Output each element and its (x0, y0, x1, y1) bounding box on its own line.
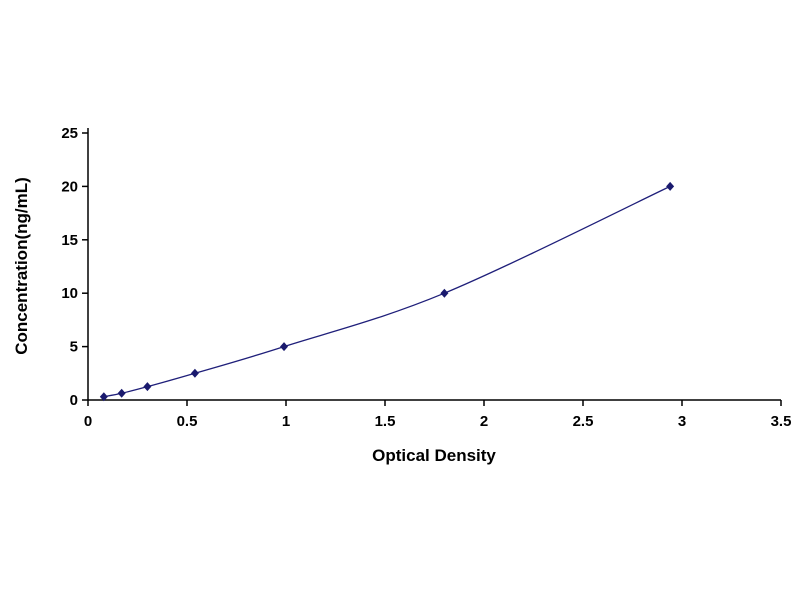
svg-text:3.5: 3.5 (771, 413, 792, 430)
svg-text:3: 3 (678, 413, 686, 430)
svg-text:1: 1 (282, 413, 290, 430)
svg-text:5: 5 (70, 339, 78, 356)
svg-text:2.5: 2.5 (573, 413, 594, 430)
svg-text:25: 25 (61, 125, 78, 142)
x-axis-label: Optical Density (372, 446, 496, 465)
svg-text:15: 15 (61, 232, 78, 249)
svg-text:10: 10 (61, 285, 78, 302)
y-axis-label: Concentration(ng/mL) (12, 177, 31, 355)
svg-text:0.5: 0.5 (177, 413, 198, 430)
svg-text:0: 0 (84, 413, 92, 430)
svg-text:20: 20 (61, 178, 78, 195)
svg-text:0: 0 (70, 392, 78, 409)
svg-text:2: 2 (480, 413, 488, 430)
svg-text:1.5: 1.5 (375, 413, 396, 430)
